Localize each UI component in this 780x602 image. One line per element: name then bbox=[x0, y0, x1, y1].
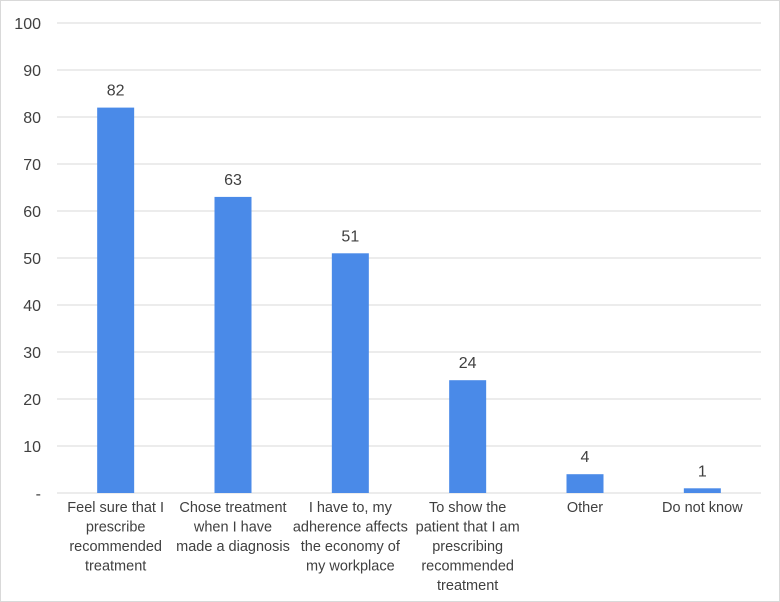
x-tick-label-line: treatment bbox=[85, 559, 146, 575]
y-tick-label: 70 bbox=[23, 157, 41, 174]
y-tick-label: 20 bbox=[23, 392, 41, 409]
y-tick-label: 30 bbox=[23, 345, 41, 362]
x-tick-label-line: Chose treatment bbox=[179, 500, 286, 516]
bar bbox=[97, 107, 135, 493]
data-label: 24 bbox=[459, 355, 477, 372]
x-tick-label: Other bbox=[567, 500, 603, 516]
x-tick-label-line: treatment bbox=[437, 578, 498, 594]
x-tick-label-line: recommended bbox=[421, 559, 514, 575]
x-tick-label: Do not know bbox=[662, 500, 743, 516]
gridlines bbox=[57, 22, 761, 494]
x-tick-label: Chose treatment when I have made a diagnos… bbox=[176, 500, 290, 555]
x-tick-label: I have to, my adherence affects the econom… bbox=[293, 500, 408, 575]
x-tick-label-line: made a diagnosis bbox=[176, 539, 290, 555]
x-tick-label-line: prescribe bbox=[86, 520, 146, 536]
data-label: 4 bbox=[581, 449, 590, 466]
data-label: 82 bbox=[107, 83, 125, 100]
y-tick-label: - bbox=[36, 486, 41, 503]
bar bbox=[214, 196, 252, 493]
x-axis-ticks: Feel sure that I prescribe recommended trea… bbox=[67, 500, 743, 594]
x-tick-label-line: adherence affects bbox=[293, 520, 408, 536]
x-tick-label-line: recommended bbox=[69, 539, 162, 555]
bars bbox=[97, 107, 721, 493]
x-tick-label-line: Other bbox=[567, 500, 603, 516]
y-tick-label: 50 bbox=[23, 251, 41, 268]
bar bbox=[566, 474, 604, 493]
x-tick-label-line: prescribing bbox=[432, 539, 503, 555]
y-tick-label: 40 bbox=[23, 298, 41, 315]
y-tick-label: 90 bbox=[23, 63, 41, 80]
x-tick-label-line: my workplace bbox=[306, 559, 395, 575]
y-tick-label: 80 bbox=[23, 110, 41, 127]
x-tick-label-line: patient that I am bbox=[416, 520, 520, 536]
y-tick-label: 10 bbox=[23, 439, 41, 456]
bar bbox=[449, 380, 487, 493]
bar bbox=[683, 488, 721, 493]
y-tick-label: 100 bbox=[14, 16, 41, 33]
x-tick-label-line: To show the bbox=[429, 500, 506, 516]
x-tick-label: Feel sure that I prescribe recommended trea… bbox=[67, 500, 164, 575]
x-tick-label-line: Do not know bbox=[662, 500, 743, 516]
x-tick-label-line: the economy of bbox=[301, 539, 401, 555]
data-labels: 82 63 51 24 4 1 bbox=[107, 83, 707, 481]
y-axis-ticks: - 10 20 30 40 50 60 70 80 90 100 bbox=[14, 16, 41, 503]
data-label: 63 bbox=[224, 172, 242, 189]
data-label: 51 bbox=[341, 228, 359, 245]
x-tick-label-line: I have to, my bbox=[309, 500, 393, 516]
bar bbox=[331, 253, 369, 493]
x-tick-label: To show the patient that I am prescribing r… bbox=[416, 500, 520, 594]
x-tick-label-line: when I have bbox=[193, 520, 272, 536]
x-tick-label-line: Feel sure that I bbox=[67, 500, 164, 516]
y-tick-label: 60 bbox=[23, 204, 41, 221]
data-label: 1 bbox=[698, 463, 707, 480]
